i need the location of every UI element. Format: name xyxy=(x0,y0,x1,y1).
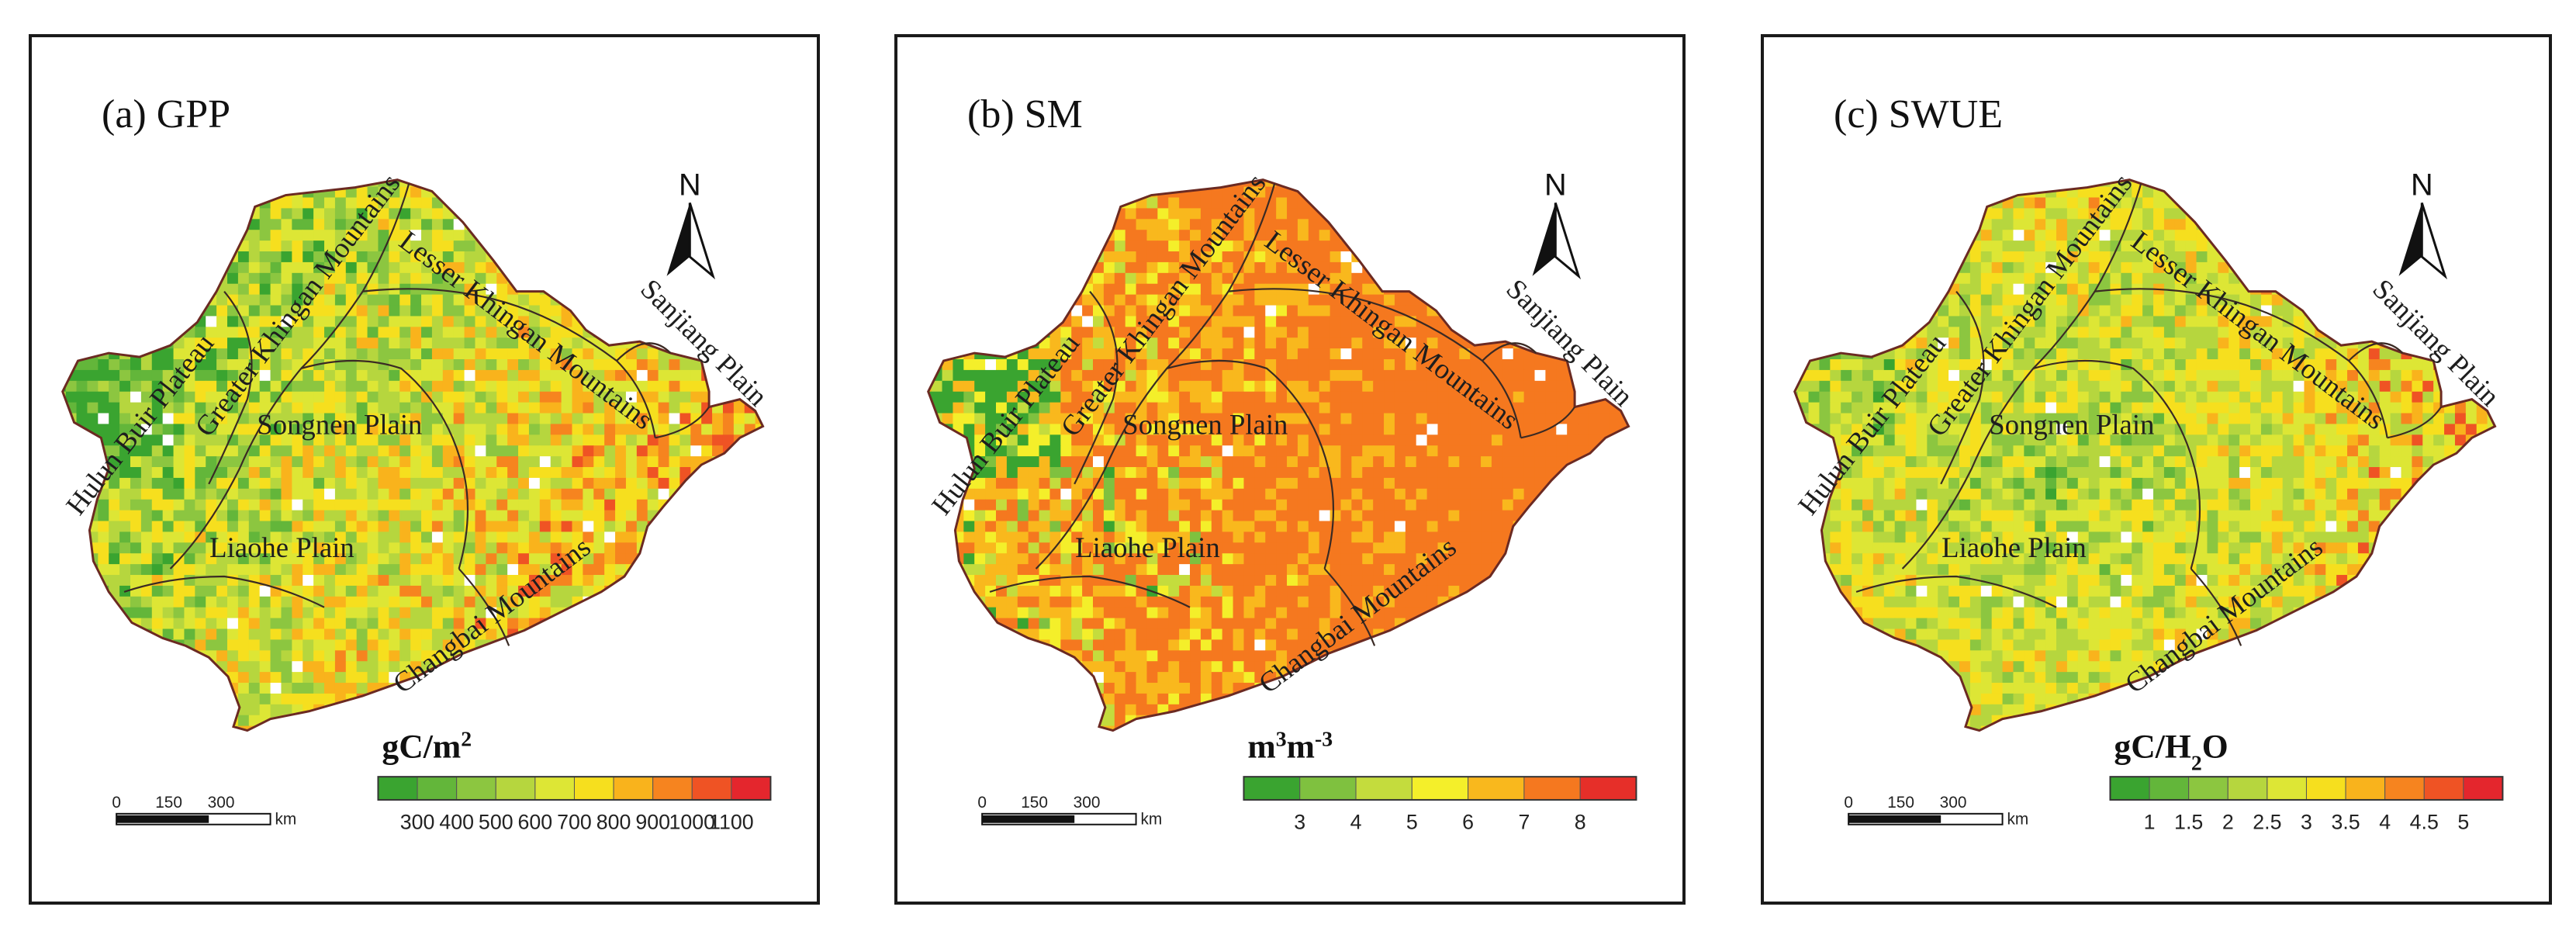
legend-swatch xyxy=(2267,776,2307,801)
legend-tick-label: 1.5 xyxy=(2174,811,2203,834)
legend-swatch xyxy=(731,776,771,801)
scale-label: 300 xyxy=(1940,794,1967,812)
study-area-outline xyxy=(61,178,765,732)
legend-swatch xyxy=(2305,776,2346,801)
legend-title: gC/m2 xyxy=(382,727,472,766)
legend-swatch xyxy=(613,776,654,801)
scale-label: 150 xyxy=(1021,794,1048,812)
map-panel-gpp: Hulun Buir Plateau Greater Khingan Mounta… xyxy=(29,34,820,905)
legend-title: m3m-3 xyxy=(1247,727,1333,766)
legend-swatch xyxy=(2463,776,2503,801)
legend-swatch xyxy=(1523,776,1581,801)
legend-tick-label: 3 xyxy=(1294,811,1305,834)
region-boundaries xyxy=(1855,183,2443,646)
legend-tick-label: 1 xyxy=(2144,811,2156,834)
legend-tick-label: 6 xyxy=(1462,811,1474,834)
panel-title-sm: (b) SM xyxy=(967,92,1083,137)
legend-tick-label: 700 xyxy=(557,811,592,834)
legend-swatch xyxy=(1579,776,1637,801)
legend-swatch xyxy=(495,776,536,801)
scale-label: 150 xyxy=(1887,794,1914,812)
legend-swatch xyxy=(573,776,614,801)
legend-tick-label: 2.5 xyxy=(2253,811,2281,834)
legend-tick-label: 500 xyxy=(479,811,513,834)
legend-swatch xyxy=(652,776,693,801)
scale-label: 150 xyxy=(155,794,182,812)
legend-swatch xyxy=(1243,776,1301,801)
scale-label: 0 xyxy=(112,794,121,812)
region-label-songnen: Songnen Plain xyxy=(1122,408,1288,440)
scale-bar: 0 150 300 km xyxy=(977,794,1162,829)
north-arrow-icon: N xyxy=(666,168,716,280)
legend-tick-label: 5 xyxy=(1406,811,1418,834)
legend-tick-label: 900 xyxy=(635,811,670,834)
legend-swatch xyxy=(2384,776,2425,801)
north-arrow-icon: N xyxy=(2398,168,2448,280)
legend-swatch xyxy=(2188,776,2228,801)
legend-swatch xyxy=(1355,776,1412,801)
scale-label: 0 xyxy=(977,794,987,812)
scale-unit: km xyxy=(2007,811,2029,829)
legend-tick-label: 5 xyxy=(2457,811,2469,834)
legend-tick-label: 2 xyxy=(2222,811,2234,834)
region-label-songnen: Songnen Plain xyxy=(1989,408,2154,440)
legend-tick-label: 300 xyxy=(400,811,435,834)
legend-swatch xyxy=(1411,776,1469,801)
legend-swatch xyxy=(2109,776,2150,801)
legend-swatch xyxy=(691,776,732,801)
study-area-outline xyxy=(927,178,1630,732)
legend-swatch xyxy=(2423,776,2464,801)
scale-label: 300 xyxy=(208,794,235,812)
legend-tick-label: 4 xyxy=(2379,811,2391,834)
region-boundaries xyxy=(989,183,1576,646)
legend-tick-label: 7 xyxy=(1518,811,1530,834)
legend-tick-label: 1000 xyxy=(669,811,715,834)
region-label-songnen: Songnen Plain xyxy=(257,408,422,440)
legend-tick-label: 4.5 xyxy=(2410,811,2439,834)
map-panel-swue: Hulun Buir Plateau Greater Khingan Mounta… xyxy=(1761,34,2552,905)
legend-tick-label: 600 xyxy=(518,811,553,834)
map-panel-sm: Hulun Buir Plateau Greater Khingan Mounta… xyxy=(894,34,1686,905)
legend-tick-label: 3 xyxy=(2301,811,2312,834)
panel-title-swue: (c) SWUE xyxy=(1834,92,2004,137)
scale-unit: km xyxy=(275,811,297,829)
north-label: N xyxy=(2411,168,2433,202)
legend-tick-label: 1100 xyxy=(709,811,754,834)
scale-bar: 0 150 300 km xyxy=(112,794,296,829)
region-label-liaohe: Liaohe Plain xyxy=(1942,531,2087,563)
legend-swatch xyxy=(377,776,418,801)
legend-swatch xyxy=(417,776,458,801)
legend-swatch xyxy=(2345,776,2386,801)
north-label: N xyxy=(1544,168,1567,202)
scale-unit: km xyxy=(1141,811,1163,829)
legend-swatch xyxy=(534,776,575,801)
legend-tick-label: 4 xyxy=(1350,811,1362,834)
legend-swue: gC/H2O 1 1.5 2 2.5 3 3.5 4 4.5 5 xyxy=(2109,728,2504,834)
region-label-liaohe: Liaohe Plain xyxy=(1075,531,1220,563)
legend-tick-label: 8 xyxy=(1575,811,1586,834)
legend-tick-label: 3.5 xyxy=(2331,811,2360,834)
north-label: N xyxy=(679,168,701,202)
legend-swatch xyxy=(2149,776,2190,801)
scale-label: 0 xyxy=(1844,794,1853,812)
legend-swatch xyxy=(1468,776,1525,801)
panel-title-gpp: (a) GPP xyxy=(102,92,231,137)
north-arrow-icon: N xyxy=(1532,168,1582,280)
scale-label: 300 xyxy=(1074,794,1101,812)
legend-tick-label: 800 xyxy=(596,811,631,834)
legend-title: gC/H2O xyxy=(2114,728,2228,775)
region-label-liaohe: Liaohe Plain xyxy=(209,531,354,563)
legend-swatch xyxy=(456,776,496,801)
legend-swatch xyxy=(2227,776,2268,801)
legend-tick-label: 400 xyxy=(439,811,474,834)
region-boundaries xyxy=(123,183,711,646)
legend-sm: m3m-3 3 4 5 6 7 8 xyxy=(1243,727,1637,834)
legend-swatch xyxy=(1299,776,1357,801)
study-area-outline xyxy=(1793,178,2497,732)
scale-bar: 0 150 300 km xyxy=(1844,794,2028,829)
